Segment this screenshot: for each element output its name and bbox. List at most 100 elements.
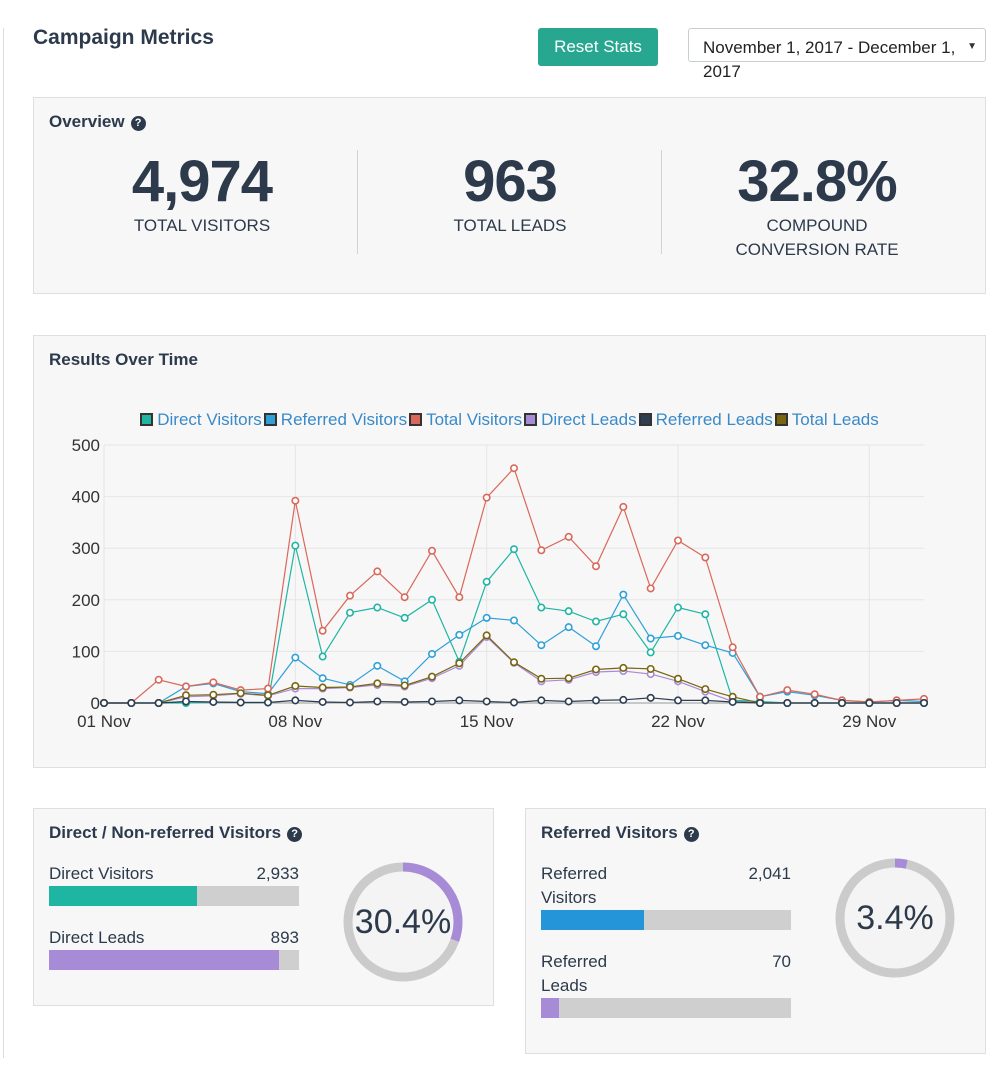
x-tick-label: 15 Nov xyxy=(460,712,514,731)
data-point xyxy=(482,697,491,706)
direct-panel-title: Direct / Non-referred Visitors? xyxy=(49,823,303,843)
data-point xyxy=(564,697,573,706)
data-point xyxy=(291,541,300,550)
direct-leads-label: Direct Leads xyxy=(49,928,145,947)
data-point xyxy=(209,678,218,687)
donut-progress xyxy=(894,858,908,869)
legend-item[interactable]: Referred Visitors xyxy=(263,410,408,430)
data-point xyxy=(345,591,354,600)
help-icon[interactable]: ? xyxy=(683,827,699,842)
y-tick-label: 200 xyxy=(72,591,100,610)
data-point xyxy=(919,698,928,707)
referred-conversion-rate: 3.4% xyxy=(856,899,934,937)
data-point xyxy=(810,690,819,699)
data-point xyxy=(154,698,163,707)
data-point xyxy=(701,610,710,619)
referred-conversion-donut: 3.4% xyxy=(833,856,957,980)
data-point xyxy=(509,616,518,625)
results-title: Results Over Time xyxy=(49,350,198,369)
direct-visitors-panel: Direct / Non-referred Visitors? Direct V… xyxy=(33,808,494,1006)
referred-leads-bar xyxy=(541,998,791,1018)
data-point xyxy=(291,681,300,690)
series-line xyxy=(104,467,925,704)
chart-legend: Direct Visitors Referred Visitors Total Vi… xyxy=(34,410,985,430)
legend-item[interactable]: Total Leads xyxy=(774,410,879,430)
referred-visitors-panel: Referred Visitors? Referred Visitors 2,04… xyxy=(525,808,986,1054)
data-point xyxy=(892,698,901,707)
x-tick-label: 22 Nov xyxy=(651,712,705,731)
help-icon[interactable]: ? xyxy=(130,116,146,131)
data-point xyxy=(673,603,682,612)
legend-swatch xyxy=(524,413,538,426)
referred-panel-title: Referred Visitors? xyxy=(541,823,699,843)
direct-visitors-bar-fill xyxy=(49,886,197,906)
data-point xyxy=(783,686,792,695)
data-point xyxy=(236,689,245,698)
data-point xyxy=(509,464,518,473)
direct-leads-bar-fill xyxy=(49,950,279,970)
date-range-select[interactable]: November 1, 2017 - December 1, 2017 ▼ xyxy=(688,28,986,81)
data-point xyxy=(646,648,655,657)
referred-leads-value: 70 xyxy=(772,952,791,971)
data-point xyxy=(755,698,764,707)
legend-swatch xyxy=(774,413,788,426)
reset-stats-button[interactable]: Reset Stats xyxy=(538,28,658,66)
page-title: Campaign Metrics xyxy=(33,26,214,49)
data-point xyxy=(619,590,628,599)
data-point xyxy=(318,683,327,692)
data-point xyxy=(646,584,655,593)
data-point xyxy=(701,641,710,650)
data-point xyxy=(673,674,682,683)
data-point xyxy=(537,674,546,683)
series-referred-leads xyxy=(100,693,928,707)
data-point xyxy=(264,684,273,693)
direct-visitors-label: Direct Visitors xyxy=(49,864,154,883)
direct-leads-value: 893 xyxy=(270,928,299,947)
y-tick-label: 100 xyxy=(72,642,100,661)
legend-item[interactable]: Direct Visitors xyxy=(140,410,262,430)
data-point xyxy=(318,674,327,683)
total-leads-label: TOTAL LEADS xyxy=(453,216,567,235)
conversion-rate-value: 32.8% xyxy=(737,149,897,214)
legend-swatch xyxy=(638,413,652,426)
data-point xyxy=(537,696,546,705)
x-tick-label: 01 Nov xyxy=(77,712,131,731)
help-icon[interactable]: ? xyxy=(287,827,303,842)
direct-leads-bar xyxy=(49,950,299,970)
data-point xyxy=(564,674,573,683)
data-point xyxy=(509,698,518,707)
data-point xyxy=(182,697,191,706)
data-point xyxy=(373,679,382,688)
legend-item[interactable]: Direct Leads xyxy=(524,410,637,430)
data-point xyxy=(701,685,710,694)
data-point xyxy=(728,643,737,652)
total-leads-metric: 963 TOTAL LEADS xyxy=(375,150,645,238)
data-point xyxy=(509,545,518,554)
legend-label: Referred Visitors xyxy=(280,410,408,429)
data-point xyxy=(482,631,491,640)
metric-divider xyxy=(357,150,358,254)
overview-panel: Overview? 4,974 TOTAL VISITORS 963 TOTAL… xyxy=(33,97,986,294)
data-point xyxy=(591,562,600,571)
data-point xyxy=(810,698,819,707)
data-point xyxy=(427,595,436,604)
data-point xyxy=(619,663,628,672)
data-point xyxy=(728,697,737,706)
data-point xyxy=(865,698,874,707)
data-point xyxy=(619,610,628,619)
direct-visitors-bar xyxy=(49,886,299,906)
legend-label: Total Visitors xyxy=(426,410,523,429)
legend-item[interactable]: Referred Leads xyxy=(638,410,773,430)
data-point xyxy=(564,607,573,616)
legend-label: Total Leads xyxy=(791,410,879,429)
data-point xyxy=(427,546,436,555)
conversion-rate-metric: 32.8% COMPOUND CONVERSION RATE xyxy=(682,150,952,262)
data-point xyxy=(482,577,491,586)
data-point xyxy=(345,683,354,692)
direct-conversion-donut: 30.4% xyxy=(341,860,465,984)
data-point xyxy=(482,613,491,622)
y-tick-label: 500 xyxy=(72,436,100,455)
legend-item[interactable]: Total Visitors xyxy=(409,410,522,430)
data-point xyxy=(318,626,327,635)
data-point xyxy=(455,593,464,602)
